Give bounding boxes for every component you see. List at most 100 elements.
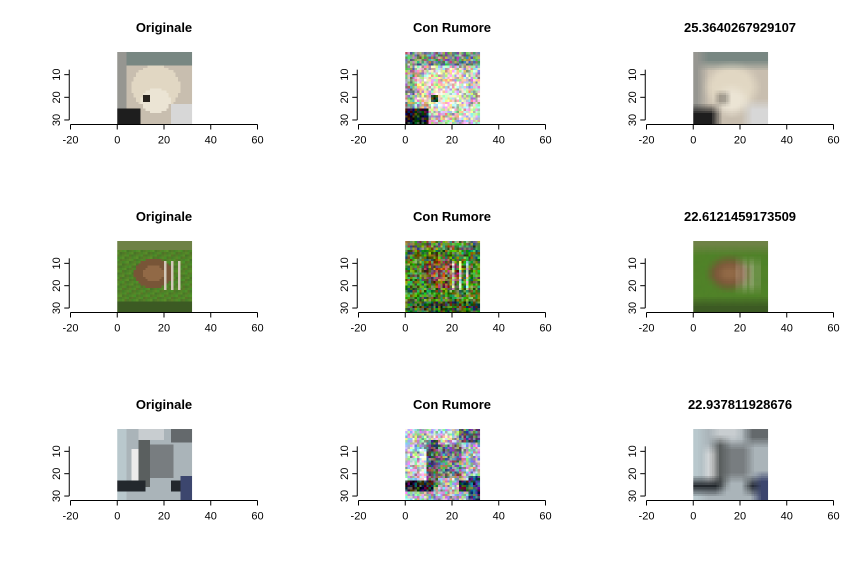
- x-tick-label: 20: [446, 511, 458, 523]
- raster-image: [693, 241, 769, 313]
- panel-1: Originale -20 0 20 40 60 10 20 30: [51, 20, 263, 147]
- y-tick-label: 30: [51, 490, 63, 502]
- x-tick-label: 60: [251, 323, 263, 335]
- panel-title: 25.3640267929107: [684, 20, 796, 35]
- x-tick-label: 40: [781, 323, 793, 335]
- x-tick-label: 20: [158, 135, 170, 147]
- x-tick-label: 40: [493, 135, 505, 147]
- y-tick-label: 20: [51, 91, 63, 103]
- y-tick-label: 10: [51, 257, 63, 269]
- x-tick-label: 40: [205, 511, 217, 523]
- y-tick-label: 20: [339, 468, 351, 480]
- x-tick-label: 20: [734, 323, 746, 335]
- panel-title: 22.937811928676: [688, 397, 792, 412]
- panel-title: Originale: [136, 209, 192, 224]
- raster-image: [405, 429, 481, 501]
- x-tick-label: 60: [251, 511, 263, 523]
- y-tick-label: 30: [627, 302, 639, 314]
- panel-title: 22.6121459173509: [684, 209, 796, 224]
- x-tick-label: 20: [158, 511, 170, 523]
- x-tick-label: 20: [158, 323, 170, 335]
- x-tick-label: -20: [351, 135, 367, 147]
- y-tick-label: 10: [339, 69, 351, 81]
- x-tick-label: 60: [827, 511, 839, 523]
- y-tick-label: 10: [627, 69, 639, 81]
- panel-title: Con Rumore: [413, 209, 491, 224]
- y-tick-label: 20: [339, 91, 351, 103]
- x-tick-label: -20: [63, 323, 79, 335]
- x-tick-label: 40: [205, 135, 217, 147]
- panel-2: Con Rumore -20 0 20 40 60 10 20 30: [339, 20, 551, 147]
- raster-image: [117, 429, 193, 501]
- panel-title: Originale: [136, 397, 192, 412]
- x-tick-label: -20: [63, 511, 79, 523]
- raster-image: [693, 429, 769, 501]
- x-tick-label: 20: [446, 323, 458, 335]
- y-tick-label: 10: [339, 257, 351, 269]
- x-tick-label: 0: [690, 511, 696, 523]
- x-tick-label: 0: [690, 323, 696, 335]
- x-tick-label: 0: [690, 135, 696, 147]
- x-tick-label: -20: [639, 323, 655, 335]
- x-tick-label: 60: [827, 135, 839, 147]
- y-tick-label: 30: [339, 114, 351, 126]
- y-tick-label: 30: [339, 490, 351, 502]
- y-tick-label: 30: [51, 302, 63, 314]
- y-tick-label: 20: [627, 468, 639, 480]
- x-tick-label: 0: [114, 135, 120, 147]
- x-tick-label: 60: [827, 323, 839, 335]
- x-tick-label: -20: [351, 511, 367, 523]
- x-tick-label: 60: [539, 511, 551, 523]
- x-tick-label: 0: [114, 323, 120, 335]
- x-tick-label: 20: [446, 135, 458, 147]
- panel-title: Con Rumore: [413, 397, 491, 412]
- panel-6: 22.6121459173509 -20 0 20 40 60 10 20 30: [627, 209, 839, 335]
- x-tick-label: 20: [734, 511, 746, 523]
- y-tick-label: 10: [339, 445, 351, 457]
- y-tick-label: 20: [51, 280, 63, 292]
- x-tick-label: 20: [734, 135, 746, 147]
- panel-4: Originale -20 0 20 40 60 10 20 30: [51, 209, 263, 335]
- y-tick-label: 10: [627, 257, 639, 269]
- y-tick-label: 30: [627, 114, 639, 126]
- y-tick-label: 30: [339, 302, 351, 314]
- y-tick-label: 10: [627, 445, 639, 457]
- x-tick-label: 40: [781, 511, 793, 523]
- x-tick-label: 60: [251, 135, 263, 147]
- panel-3: 25.3640267929107 -20 0 20 40 60 10 20 30: [627, 20, 839, 147]
- y-tick-label: 30: [51, 114, 63, 126]
- x-tick-label: 40: [493, 323, 505, 335]
- raster-image: [405, 52, 481, 125]
- y-tick-label: 20: [627, 280, 639, 292]
- raster-image: [405, 241, 481, 313]
- x-tick-label: 40: [781, 135, 793, 147]
- x-tick-label: -20: [63, 135, 79, 147]
- raster-image: [117, 52, 193, 125]
- raster-image: [693, 52, 769, 125]
- panel-8: Con Rumore -20 0 20 40 60 10 20 30: [339, 397, 551, 523]
- x-tick-label: 0: [402, 135, 408, 147]
- panel-title: Originale: [136, 20, 192, 35]
- panel-5: Con Rumore -20 0 20 40 60 10 20 30: [339, 209, 551, 335]
- y-tick-label: 20: [51, 468, 63, 480]
- x-tick-label: 60: [539, 135, 551, 147]
- y-tick-label: 20: [339, 280, 351, 292]
- x-tick-label: 60: [539, 323, 551, 335]
- y-tick-label: 10: [51, 445, 63, 457]
- x-tick-label: -20: [639, 511, 655, 523]
- raster-image: [117, 241, 193, 313]
- x-tick-label: 0: [114, 511, 120, 523]
- x-tick-label: 0: [402, 323, 408, 335]
- panel-title: Con Rumore: [413, 20, 491, 35]
- x-tick-label: 40: [493, 511, 505, 523]
- panel-7: Originale -20 0 20 40 60 10 20 30: [51, 397, 263, 523]
- x-tick-label: 0: [402, 511, 408, 523]
- y-tick-label: 20: [627, 91, 639, 103]
- x-tick-label: -20: [351, 323, 367, 335]
- y-tick-label: 10: [51, 69, 63, 81]
- y-tick-label: 30: [627, 490, 639, 502]
- x-tick-label: 40: [205, 323, 217, 335]
- panel-9: 22.937811928676 -20 0 20 40 60 10 20 30: [627, 397, 839, 523]
- x-tick-label: -20: [639, 135, 655, 147]
